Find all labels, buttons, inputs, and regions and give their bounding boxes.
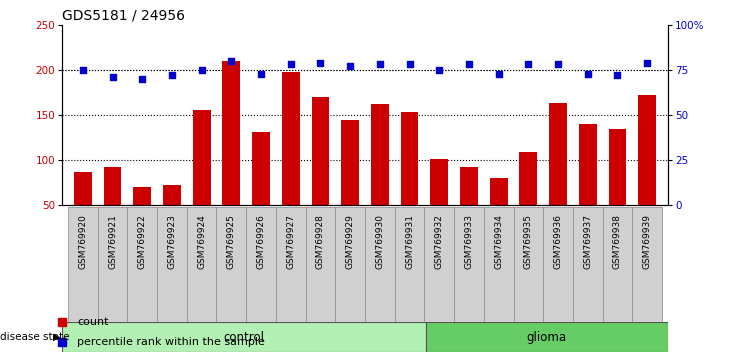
Text: GSM769935: GSM769935 bbox=[524, 215, 533, 269]
Bar bbox=[312, 97, 329, 251]
Text: ▶: ▶ bbox=[53, 332, 61, 342]
Bar bbox=[638, 95, 656, 251]
Text: GSM769930: GSM769930 bbox=[375, 215, 385, 269]
Point bbox=[137, 76, 148, 82]
Bar bbox=[134, 187, 151, 251]
Point bbox=[77, 67, 88, 73]
Bar bbox=[365, 207, 395, 352]
Bar bbox=[187, 207, 217, 352]
Point bbox=[582, 71, 593, 76]
Text: glioma: glioma bbox=[527, 331, 566, 344]
Bar bbox=[573, 207, 602, 352]
Point bbox=[315, 60, 326, 65]
Bar bbox=[431, 159, 448, 251]
Text: GSM769938: GSM769938 bbox=[613, 215, 622, 269]
Text: control: control bbox=[223, 331, 264, 344]
Text: GDS5181 / 24956: GDS5181 / 24956 bbox=[62, 8, 185, 22]
Bar bbox=[246, 207, 276, 352]
Text: GSM769929: GSM769929 bbox=[345, 215, 355, 269]
Bar bbox=[157, 207, 187, 352]
Bar bbox=[98, 207, 128, 352]
Bar bbox=[460, 167, 478, 251]
Bar bbox=[282, 72, 299, 251]
Bar bbox=[223, 61, 240, 251]
Point bbox=[285, 62, 296, 67]
Point bbox=[552, 62, 564, 67]
Point bbox=[345, 63, 356, 69]
Bar bbox=[609, 129, 626, 251]
Bar bbox=[128, 207, 157, 352]
Text: GSM769923: GSM769923 bbox=[167, 215, 177, 269]
Bar bbox=[484, 207, 513, 352]
Point bbox=[493, 71, 504, 76]
Text: GSM769928: GSM769928 bbox=[316, 215, 325, 269]
Bar bbox=[579, 124, 596, 251]
Point bbox=[255, 71, 267, 76]
Text: GSM769932: GSM769932 bbox=[435, 215, 444, 269]
Bar bbox=[424, 207, 454, 352]
Text: GSM769924: GSM769924 bbox=[197, 215, 206, 269]
Point bbox=[523, 62, 534, 67]
Bar bbox=[602, 207, 632, 352]
Text: count: count bbox=[77, 317, 109, 327]
Bar bbox=[341, 120, 359, 251]
Bar bbox=[163, 185, 181, 251]
Bar bbox=[543, 207, 573, 352]
Bar bbox=[217, 207, 246, 352]
Bar bbox=[426, 322, 668, 352]
Bar bbox=[513, 207, 543, 352]
Bar bbox=[632, 207, 662, 352]
Bar bbox=[193, 110, 210, 251]
Text: GSM769937: GSM769937 bbox=[583, 215, 592, 269]
Bar bbox=[395, 207, 424, 352]
Point bbox=[107, 74, 118, 80]
Text: GSM769920: GSM769920 bbox=[78, 215, 88, 269]
Point bbox=[612, 73, 623, 78]
Text: percentile rank within the sample: percentile rank within the sample bbox=[77, 337, 265, 348]
Bar bbox=[490, 178, 507, 251]
Point bbox=[434, 67, 445, 73]
Bar bbox=[401, 112, 418, 251]
Text: disease state: disease state bbox=[0, 332, 69, 342]
Bar bbox=[74, 172, 92, 251]
Text: GSM769931: GSM769931 bbox=[405, 215, 414, 269]
Point bbox=[463, 62, 474, 67]
Text: GSM769934: GSM769934 bbox=[494, 215, 503, 269]
Text: GSM769926: GSM769926 bbox=[256, 215, 266, 269]
Text: GSM769927: GSM769927 bbox=[286, 215, 295, 269]
Text: GSM769925: GSM769925 bbox=[227, 215, 236, 269]
Bar bbox=[335, 207, 365, 352]
Bar bbox=[306, 207, 335, 352]
Bar bbox=[62, 322, 426, 352]
Text: GSM769921: GSM769921 bbox=[108, 215, 117, 269]
Bar bbox=[454, 207, 484, 352]
Point bbox=[226, 58, 237, 64]
Text: GSM769936: GSM769936 bbox=[553, 215, 563, 269]
Bar bbox=[252, 132, 270, 251]
Bar bbox=[549, 103, 567, 251]
Text: GSM769933: GSM769933 bbox=[464, 215, 474, 269]
Point bbox=[642, 60, 653, 65]
Point bbox=[196, 67, 207, 73]
Bar bbox=[104, 167, 121, 251]
Point bbox=[374, 62, 385, 67]
Text: GSM769939: GSM769939 bbox=[642, 215, 652, 269]
Bar bbox=[276, 207, 306, 352]
Point bbox=[166, 73, 178, 78]
Point bbox=[404, 62, 415, 67]
Bar bbox=[520, 152, 537, 251]
Text: GSM769922: GSM769922 bbox=[138, 215, 147, 269]
Bar bbox=[68, 207, 98, 352]
Bar bbox=[371, 104, 389, 251]
